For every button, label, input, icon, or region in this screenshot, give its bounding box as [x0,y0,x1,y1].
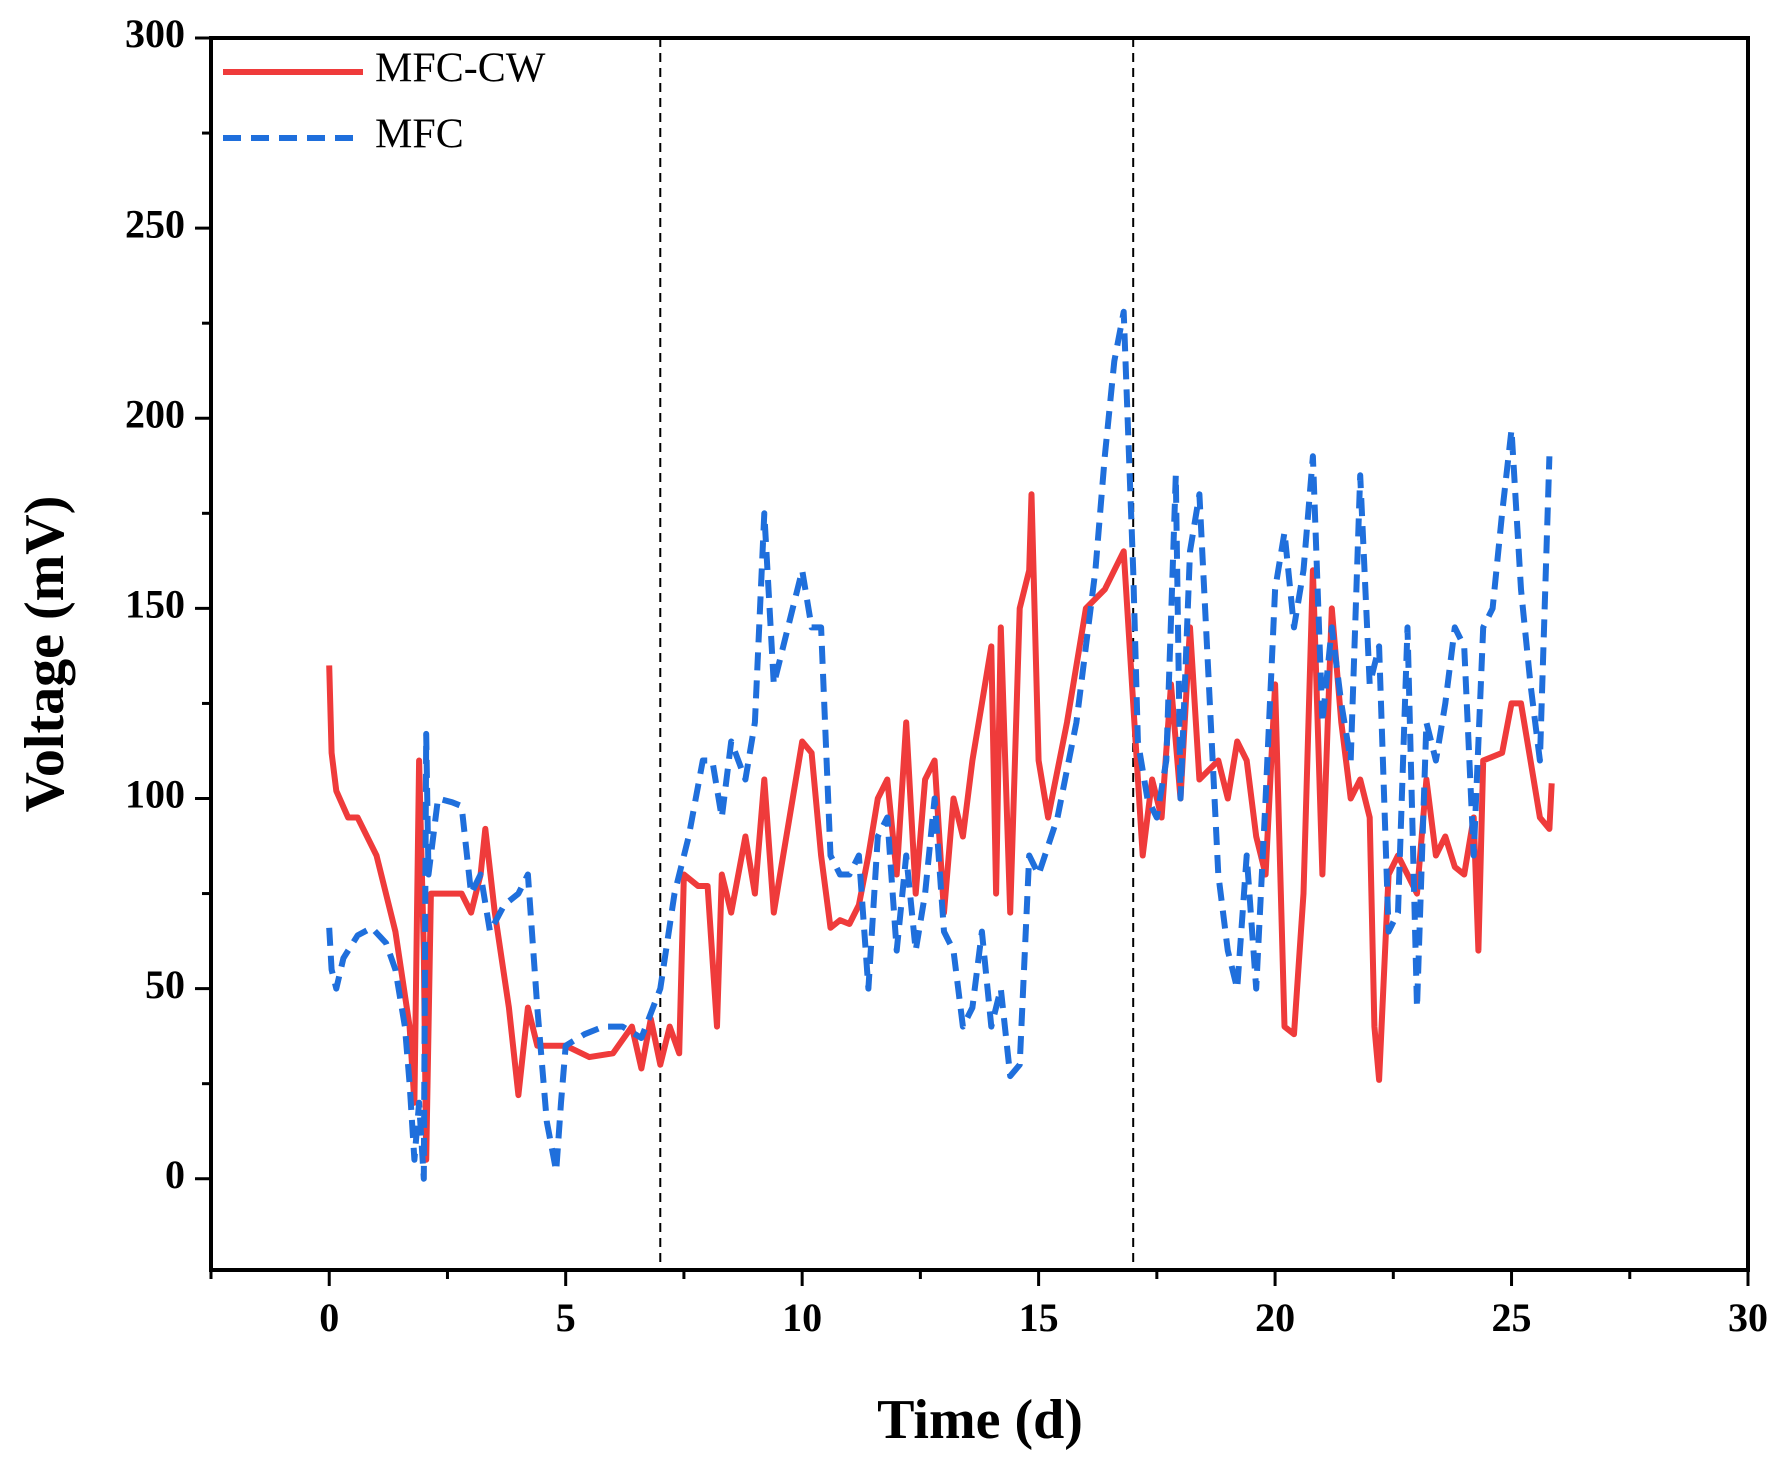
x-tick-label: 5 [556,1295,576,1340]
x-axis-title: Time (d) [877,1389,1083,1451]
x-tick-label: 20 [1255,1295,1295,1340]
series-line [326,491,1555,1163]
y-tick-label: 150 [125,582,185,627]
y-tick-label: 50 [145,962,185,1007]
x-tick-label: 10 [782,1295,822,1340]
y-axis-title: Voltage (mV) [14,496,76,813]
legend-label: MFC-CW [375,46,546,92]
y-tick-label: 200 [125,391,185,436]
y-tick-label: 250 [125,201,185,246]
x-tick-label: 0 [319,1295,339,1340]
y-tick-label: 0 [165,1152,185,1197]
plot-frame [209,36,1750,1272]
x-tick-label: 25 [1492,1295,1532,1340]
series-line [326,308,1553,1182]
x-tick-label: 15 [1019,1295,1059,1340]
y-tick-label: 100 [125,772,185,817]
legend-label: MFC [375,112,464,158]
x-tick-label: 30 [1728,1295,1768,1340]
y-tick-label: 300 [125,11,185,56]
